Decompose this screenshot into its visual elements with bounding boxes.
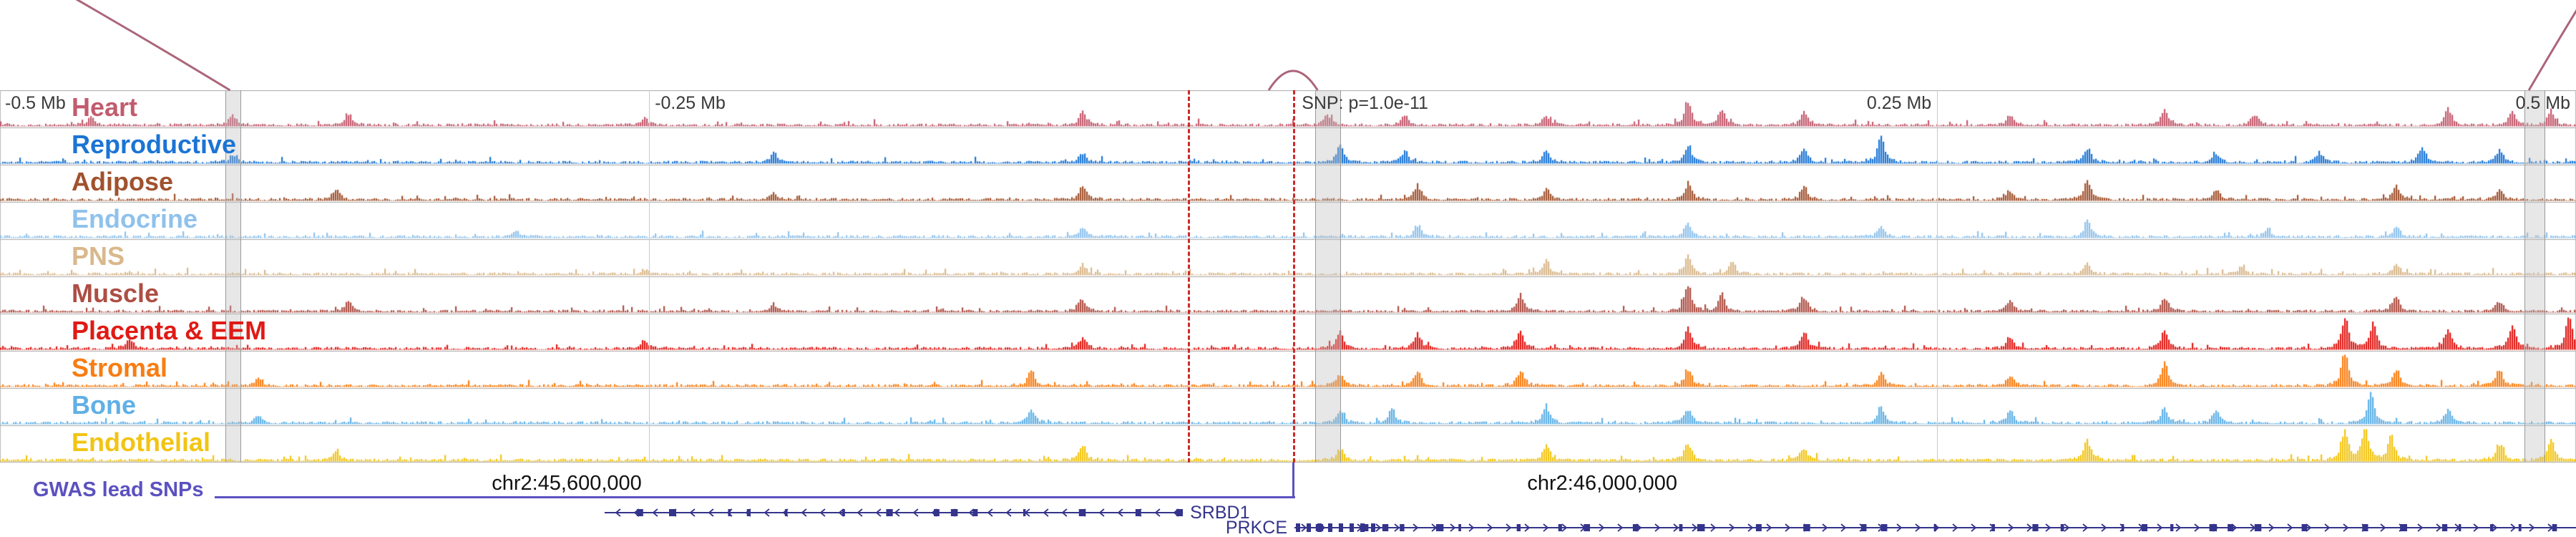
- ruler-tick-label: 0.5 Mb: [2515, 93, 2570, 113]
- track-label-endocrine[interactable]: Endocrine: [72, 204, 198, 233]
- gwas-lead-snps-label[interactable]: GWAS lead SNPs: [33, 478, 204, 501]
- track-label-stromal[interactable]: Stromal: [72, 353, 168, 382]
- snp-dashed-line: [1187, 90, 1190, 463]
- track-label-bone[interactable]: Bone: [72, 390, 136, 420]
- track-label-placenta-eem[interactable]: Placenta & EEM: [72, 316, 267, 345]
- highlight-band: [1314, 90, 1341, 463]
- highlight-band: [2524, 90, 2545, 463]
- gene-label-prkce: PRKCE: [1225, 518, 1287, 537]
- snp-interaction-arc: [1267, 69, 1319, 91]
- snp-dashed-line: [1293, 90, 1296, 463]
- gene-label-srbd1: SRBD1: [1190, 503, 1250, 523]
- gene-model-prkce: [1294, 523, 2576, 532]
- ruler-gridline: [1937, 90, 1938, 463]
- track-label-heart[interactable]: Heart: [72, 92, 138, 122]
- gene-model-srbd1: [604, 508, 1184, 517]
- gwas-track-line: [214, 496, 1296, 498]
- strand-arrowheads: [615, 508, 1179, 517]
- edge-interaction-arc: [75, 0, 231, 92]
- track-label-reproductive[interactable]: Reproductive: [72, 130, 237, 159]
- highlight-band: [225, 90, 241, 463]
- snp-pvalue-label: SNP: p=1.0e-11: [1302, 93, 1428, 113]
- ruler-tick-label: -0.25 Mb: [655, 93, 726, 113]
- coordinate-label: chr2:46,000,000: [1527, 472, 1677, 495]
- signal-tracks-canvas[interactable]: [0, 90, 2576, 463]
- gwas-snp-tick[interactable]: [1292, 463, 1295, 498]
- strand-arrowheads: [1301, 523, 2554, 532]
- ruler-tick-label: 0.25 Mb: [1866, 93, 1932, 113]
- ruler-gridline: [649, 90, 650, 463]
- track-label-adipose[interactable]: Adipose: [72, 167, 174, 196]
- coordinate-label: chr2:45,600,000: [492, 472, 642, 495]
- track-label-muscle[interactable]: Muscle: [72, 279, 160, 308]
- edge-interaction-arc: [2527, 9, 2576, 91]
- ruler-tick-label: -0.5 Mb: [5, 93, 66, 113]
- track-label-pns[interactable]: PNS: [72, 241, 125, 271]
- track-label-endothelial[interactable]: Endothelial: [72, 427, 211, 457]
